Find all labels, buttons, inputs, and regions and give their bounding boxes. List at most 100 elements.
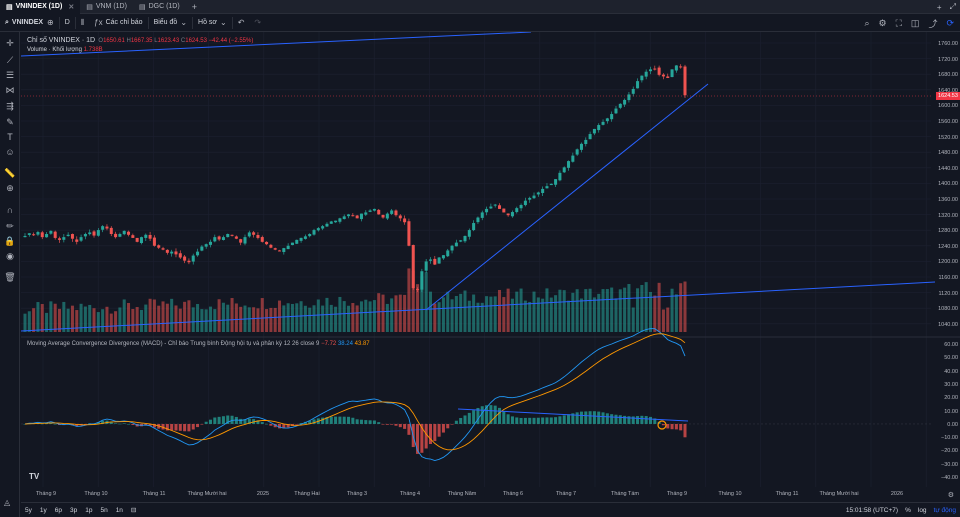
- indicators-button[interactable]: ƒx Các chỉ báo: [89, 14, 147, 32]
- macd-hist-bar: [610, 414, 614, 424]
- collapse-icon[interactable]: ◬: [4, 498, 11, 507]
- range-5d[interactable]: 5n: [100, 506, 108, 514]
- candle-body: [83, 234, 87, 237]
- candle-body: [567, 161, 571, 168]
- macd-hist-bar: [75, 423, 79, 426]
- candle-body: [627, 94, 631, 101]
- log-toggle[interactable]: log: [917, 507, 927, 514]
- candle-body: [502, 208, 506, 213]
- range-6m[interactable]: 6p: [54, 506, 62, 514]
- maximize-icon[interactable]: ⤢: [949, 2, 956, 11]
- trash-icon[interactable]: 🗑: [4, 271, 16, 282]
- volume-bar: [127, 302, 131, 332]
- auto-toggle[interactable]: tự động: [933, 507, 956, 514]
- redo-button[interactable]: ↷: [249, 14, 266, 32]
- chart-type-button[interactable]: Biểu đồ ⌄: [149, 14, 192, 32]
- volume-bar: [437, 302, 441, 332]
- candle-body: [454, 242, 458, 247]
- macd-hist-bar: [498, 407, 502, 424]
- date-range-icon[interactable]: ⊟: [130, 507, 137, 514]
- candle-body: [290, 242, 294, 246]
- macd-hist-bar: [265, 423, 269, 425]
- volume-bar: [230, 298, 234, 332]
- candle-body: [243, 237, 247, 244]
- chart-canvas[interactable]: [21, 32, 960, 502]
- interval-button[interactable]: D: [60, 14, 75, 32]
- candle-body: [661, 74, 665, 77]
- candle-body: [62, 237, 66, 240]
- marker-circle: [657, 420, 667, 430]
- price-tick: 1160.00: [938, 275, 958, 281]
- candle-body: [144, 234, 148, 238]
- tab-vnm[interactable]: ▤ VNM (1D): [80, 0, 133, 14]
- snapshot-icon[interactable]: ◫: [910, 17, 920, 28]
- search-zoom-icon[interactable]: ⌕: [864, 17, 870, 28]
- macd-hist-bar: [579, 411, 583, 424]
- lock-draw-icon[interactable]: ✏: [6, 220, 14, 231]
- profile-button[interactable]: Hồ sơ ⌄: [193, 14, 232, 32]
- volume-bar: [398, 294, 402, 332]
- macd-hist-bar: [230, 415, 234, 424]
- range-1m[interactable]: 1p: [85, 506, 93, 514]
- horizontal-lines-icon[interactable]: ☰: [5, 69, 15, 80]
- macd-hist-bar: [683, 423, 687, 438]
- macd-hist-bar: [519, 417, 523, 424]
- macd-hist-bar: [187, 423, 191, 432]
- macd-params: 12 26 close 9: [283, 341, 320, 347]
- ruler-icon[interactable]: 📏: [4, 167, 16, 178]
- channel-icon[interactable]: ⇶: [6, 100, 14, 111]
- volume-bar: [377, 293, 381, 332]
- divider: [192, 16, 194, 29]
- percent-toggle[interactable]: %: [905, 507, 911, 514]
- candle-body: [75, 239, 79, 242]
- price-tick: 1280.00: [938, 228, 958, 235]
- volume-bar: [575, 289, 579, 332]
- plus-icon[interactable]: +: [936, 2, 942, 12]
- tab-vnindex[interactable]: ▤ VNINDEX (1D) ✕: [0, 0, 81, 14]
- clock-time[interactable]: 15:01:58 (UTC+7): [845, 507, 899, 514]
- emoji-icon[interactable]: ☺: [5, 147, 15, 157]
- new-tab-button[interactable]: +: [191, 1, 197, 12]
- symbol-search[interactable]: ⌕ VNINDEX: [0, 14, 43, 32]
- lock-icon[interactable]: 🔒: [4, 235, 16, 246]
- macd-hist-bar: [614, 414, 618, 424]
- magnet-icon[interactable]: ∩: [6, 205, 14, 215]
- volume-bar: [273, 307, 277, 332]
- bar-style-button[interactable]: ⫴: [76, 14, 89, 32]
- fullscreen-icon[interactable]: ⛶: [895, 17, 902, 28]
- candle-body: [148, 234, 152, 239]
- share-icon[interactable]: ⤴: [928, 18, 938, 29]
- range-5y[interactable]: 5y: [25, 506, 32, 514]
- crosshair-icon[interactable]: ✛: [6, 37, 14, 48]
- trendline-icon[interactable]: ⟋: [6, 54, 14, 65]
- volume-bar: [385, 303, 389, 332]
- date-tick: Tháng 4: [399, 491, 421, 497]
- volume-bar: [679, 283, 683, 332]
- zoom-in-icon[interactable]: ⊕: [6, 182, 14, 193]
- close-icon[interactable]: ✕: [68, 3, 75, 11]
- settings-icon[interactable]: ⚙: [947, 492, 954, 499]
- candle-body: [239, 239, 243, 243]
- macd-hist-bar: [605, 413, 609, 424]
- chart-area[interactable]: Chỉ số VNINDEX · 1D O1650.61 H1667.35 L1…: [21, 32, 960, 502]
- candle-body: [196, 251, 200, 256]
- refresh-icon[interactable]: ⟳: [946, 17, 954, 28]
- macd-hist-bar: [398, 423, 402, 428]
- volume-bar: [265, 309, 269, 332]
- text-icon[interactable]: T: [7, 132, 13, 142]
- compare-button[interactable]: ⊕: [42, 14, 59, 32]
- volume-bar: [536, 297, 540, 332]
- range-3m[interactable]: 3p: [69, 506, 78, 514]
- gear-icon[interactable]: ⚙: [878, 17, 887, 28]
- macd-hist-bar: [234, 416, 238, 424]
- eye-icon[interactable]: ◉: [6, 250, 14, 261]
- range-1y[interactable]: 1y: [39, 506, 47, 514]
- volume-bar: [329, 304, 333, 332]
- undo-button[interactable]: ↶: [233, 14, 250, 32]
- brush-icon[interactable]: ✎: [6, 116, 14, 127]
- fork-icon[interactable]: ⋈: [5, 84, 15, 95]
- macd-hist-bar: [308, 420, 312, 424]
- tab-dgc[interactable]: ▤ DGC (1D): [133, 0, 186, 14]
- range-1d[interactable]: 1n: [115, 506, 123, 514]
- macd-hist-bar: [407, 423, 411, 435]
